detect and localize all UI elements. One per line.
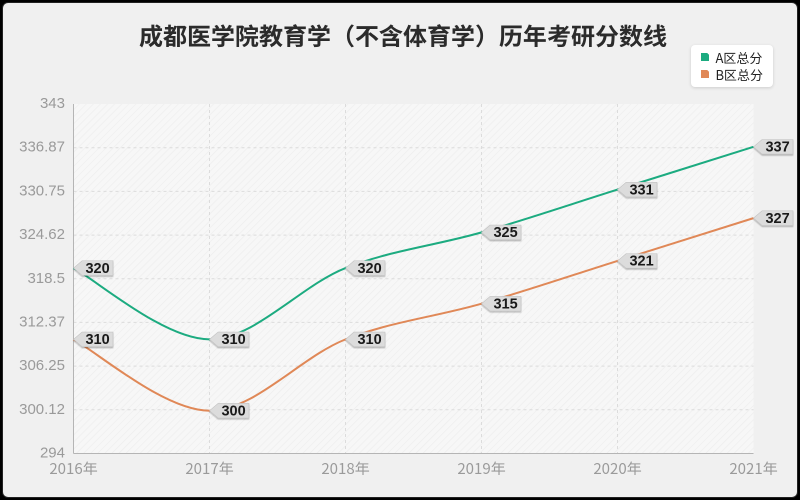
svg-text:306.25: 306.25	[19, 357, 65, 374]
svg-text:315: 315	[493, 297, 517, 313]
svg-text:300: 300	[221, 404, 245, 420]
svg-text:331: 331	[629, 182, 653, 198]
svg-text:300.12: 300.12	[19, 401, 65, 418]
svg-text:312.37: 312.37	[19, 313, 65, 330]
svg-text:2020年: 2020年	[593, 458, 641, 479]
svg-text:337: 337	[765, 140, 789, 156]
svg-text:310: 310	[221, 332, 245, 348]
svg-text:324.62: 324.62	[19, 226, 65, 243]
svg-text:2019年: 2019年	[457, 458, 505, 479]
svg-text:325: 325	[493, 225, 517, 241]
svg-text:318.5: 318.5	[27, 270, 65, 287]
svg-text:310: 310	[85, 332, 109, 348]
svg-text:330.75: 330.75	[19, 182, 65, 199]
svg-text:320: 320	[85, 261, 109, 277]
svg-text:310: 310	[357, 332, 381, 348]
svg-text:336.87: 336.87	[19, 139, 65, 156]
svg-text:321: 321	[629, 254, 653, 270]
svg-text:2021年: 2021年	[729, 458, 777, 479]
svg-text:320: 320	[357, 261, 381, 277]
svg-text:2018年: 2018年	[321, 458, 369, 479]
svg-text:343: 343	[40, 95, 65, 112]
svg-text:2016年: 2016年	[49, 458, 97, 479]
svg-text:2017年: 2017年	[185, 458, 233, 479]
svg-text:327: 327	[765, 211, 789, 227]
